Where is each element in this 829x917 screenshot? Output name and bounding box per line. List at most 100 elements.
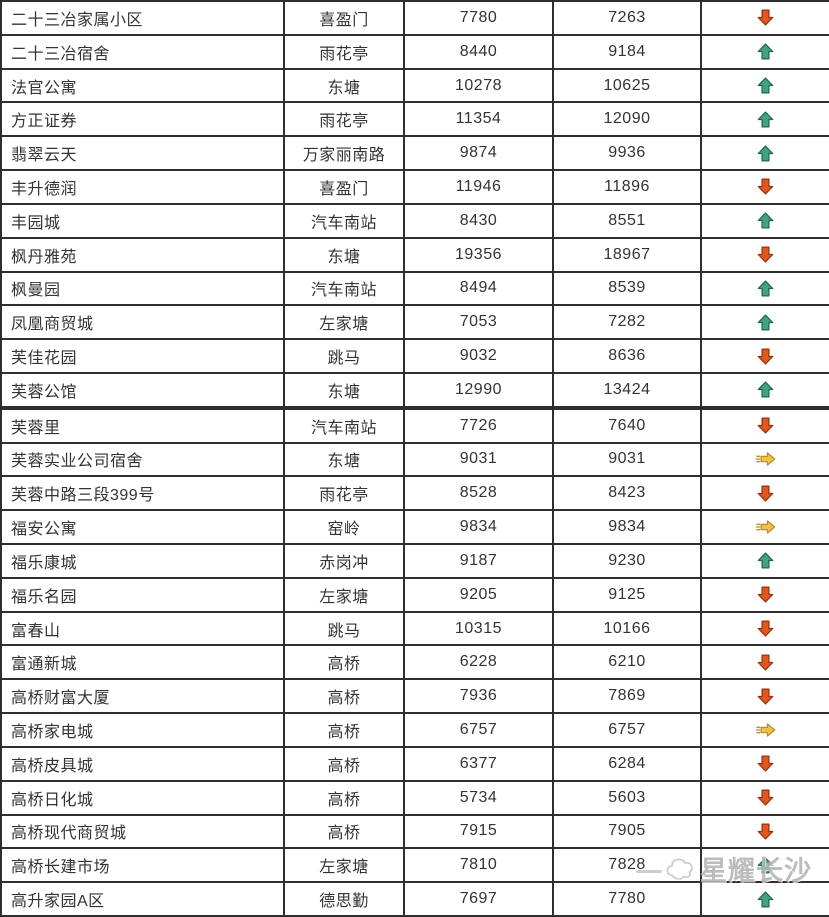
community-name: 方正证券	[0, 103, 285, 136]
trend-cell	[702, 171, 829, 203]
community-name: 高桥皮具城	[0, 747, 285, 780]
trend-down-icon	[757, 755, 774, 772]
community-name: 二十三冶家属小区	[0, 2, 285, 34]
district-name: 东塘	[285, 69, 405, 102]
trend-cell	[702, 36, 829, 68]
price-current: 8551	[554, 204, 702, 237]
price-current: 10166	[554, 612, 702, 645]
district-name: 跳马	[285, 340, 405, 372]
price-current: 7869	[554, 680, 702, 713]
price-previous: 6228	[405, 646, 554, 679]
table-row: 富春山 跳马 10315 10166	[0, 612, 829, 647]
table-row: 枫丹雅苑 东塘 19356 18967	[0, 238, 829, 273]
price-previous: 9031	[405, 443, 554, 476]
trend-cell	[702, 680, 829, 712]
price-previous: 9834	[405, 511, 554, 543]
community-name: 高升家园A区	[0, 883, 285, 915]
trend-cell	[702, 70, 829, 102]
trend-down-icon	[757, 620, 774, 637]
trend-cell	[702, 613, 829, 645]
district-name: 高桥	[285, 747, 405, 780]
trend-flat-icon	[755, 452, 775, 467]
trend-cell	[702, 410, 829, 442]
trend-cell	[702, 748, 829, 780]
trend-up-icon	[757, 111, 774, 128]
price-current: 7282	[554, 306, 702, 339]
price-previous: 8440	[405, 35, 554, 68]
community-name: 芙蓉公馆	[0, 373, 285, 406]
table-row: 芙蓉实业公司宿舍 东塘 9031 9031	[0, 443, 829, 478]
trend-cell	[702, 646, 829, 678]
trend-cell	[702, 374, 829, 406]
trend-cell	[702, 205, 829, 237]
district-name: 汽车南站	[285, 409, 405, 442]
district-name: 赤岗冲	[285, 545, 405, 577]
community-name: 福乐名园	[0, 578, 285, 611]
community-name: 福乐康城	[0, 545, 285, 577]
trend-up-icon	[757, 381, 774, 398]
trend-up-icon	[757, 552, 774, 569]
price-previous: 12990	[405, 373, 554, 406]
trend-down-icon	[757, 178, 774, 195]
trend-up-icon	[757, 314, 774, 331]
community-name: 二十三冶宿舍	[0, 35, 285, 68]
trend-cell	[702, 782, 829, 814]
table-row: 芙蓉中路三段399号 雨花亭 8528 8423	[0, 477, 829, 512]
price-previous: 9187	[405, 545, 554, 577]
price-current: 9125	[554, 578, 702, 611]
price-current: 18967	[554, 238, 702, 271]
table-row: 丰园城 汽车南站 8430 8551	[0, 204, 829, 239]
table-row: 高桥皮具城 高桥 6377 6284	[0, 747, 829, 782]
table-row: 高桥财富大厦 高桥 7936 7869	[0, 680, 829, 715]
trend-cell	[702, 477, 829, 509]
district-name: 汽车南站	[285, 204, 405, 237]
district-name: 东塘	[285, 373, 405, 406]
table-row: 高桥家电城 高桥 6757 6757	[0, 714, 829, 748]
community-name: 高桥财富大厦	[0, 680, 285, 713]
price-current: 5603	[554, 781, 702, 814]
trend-down-icon	[757, 823, 774, 840]
trend-up-icon	[757, 891, 774, 908]
table-row: 高升家园A区 德思勤 7697 7780	[0, 883, 829, 917]
trend-cell	[702, 849, 829, 881]
community-name: 高桥现代商贸城	[0, 815, 285, 848]
price-current: 9031	[554, 443, 702, 476]
trend-up-icon	[757, 43, 774, 60]
community-name: 芙蓉中路三段399号	[0, 477, 285, 510]
price-previous: 8528	[405, 477, 554, 510]
price-previous: 7697	[405, 883, 554, 915]
trend-up-icon	[757, 77, 774, 94]
trend-cell	[702, 511, 829, 543]
district-name: 高桥	[285, 714, 405, 746]
price-previous: 9874	[405, 137, 554, 170]
price-previous: 9205	[405, 578, 554, 611]
price-current: 7828	[554, 849, 702, 882]
table-row: 福乐名园 左家塘 9205 9125	[0, 578, 829, 613]
district-name: 喜盈门	[285, 171, 405, 203]
community-name: 丰升德润	[0, 171, 285, 203]
trend-cell	[702, 714, 829, 746]
table-row: 高桥长建市场 左家塘 7810 7828	[0, 849, 829, 884]
table-row: 丰升德润 喜盈门 11946 11896	[0, 171, 829, 205]
district-name: 高桥	[285, 781, 405, 814]
trend-flat-icon	[755, 520, 775, 534]
trend-down-icon	[757, 9, 774, 26]
price-previous: 8494	[405, 272, 554, 305]
table-row: 枫曼园 汽车南站 8494 8539	[0, 272, 829, 307]
district-name: 窑岭	[285, 511, 405, 543]
community-name: 高桥长建市场	[0, 849, 285, 882]
district-name: 汽车南站	[285, 272, 405, 305]
table-row: 翡翠云天 万家丽南路 9874 9936	[0, 137, 829, 172]
trend-cell	[702, 137, 829, 169]
community-name: 丰园城	[0, 204, 285, 237]
trend-down-icon	[757, 688, 774, 705]
trend-cell	[702, 103, 829, 135]
table-row: 福乐康城 赤岗冲 9187 9230	[0, 545, 829, 579]
table-row: 芙蓉公馆 东塘 12990 13424	[0, 373, 829, 408]
price-current: 8539	[554, 272, 702, 305]
price-current: 10625	[554, 69, 702, 102]
price-current: 11896	[554, 171, 702, 203]
district-name: 德思勤	[285, 883, 405, 915]
price-previous: 6377	[405, 747, 554, 780]
